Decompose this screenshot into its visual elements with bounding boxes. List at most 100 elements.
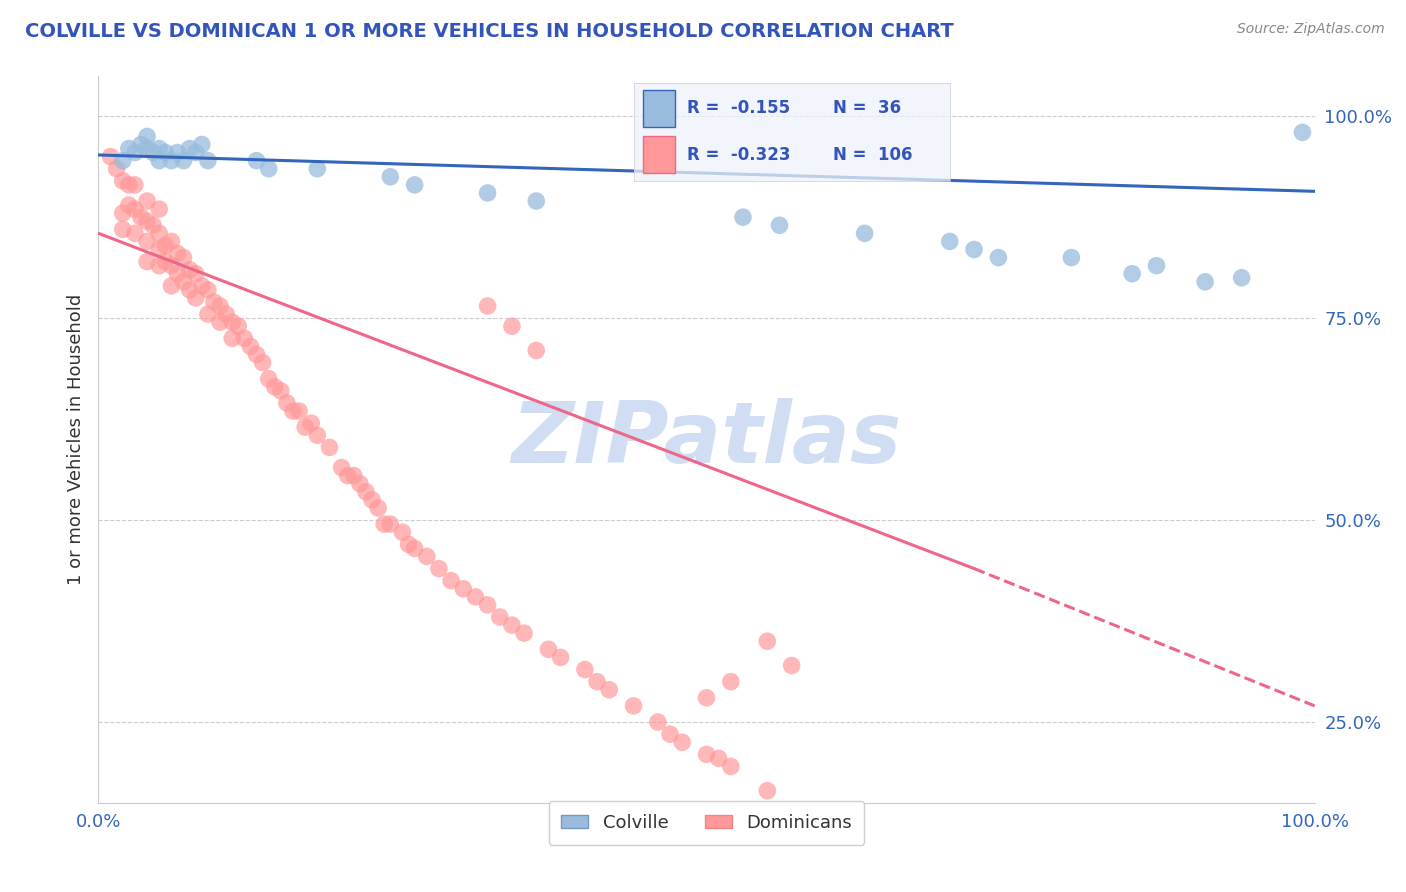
- Point: [349, 476, 371, 491]
- Point: [148, 259, 170, 273]
- Point: [136, 235, 159, 249]
- Point: [659, 727, 682, 741]
- Point: [136, 141, 159, 155]
- Point: [696, 747, 718, 762]
- Point: [160, 235, 183, 249]
- Point: [288, 404, 311, 418]
- Point: [817, 832, 839, 847]
- Point: [239, 339, 262, 353]
- Point: [1291, 125, 1313, 139]
- Point: [404, 541, 426, 556]
- Point: [696, 690, 718, 705]
- Point: [380, 169, 402, 184]
- Point: [537, 642, 560, 657]
- Point: [404, 178, 426, 192]
- Point: [245, 153, 267, 168]
- Point: [574, 663, 596, 677]
- Point: [330, 460, 353, 475]
- Point: [963, 888, 986, 892]
- Point: [1146, 259, 1168, 273]
- Point: [440, 574, 463, 588]
- Point: [1060, 251, 1083, 265]
- Point: [136, 214, 159, 228]
- Point: [513, 626, 536, 640]
- Point: [148, 202, 170, 216]
- Point: [398, 537, 420, 551]
- Point: [488, 610, 510, 624]
- Point: [373, 517, 395, 532]
- Point: [294, 420, 316, 434]
- Point: [209, 315, 232, 329]
- Point: [166, 246, 188, 260]
- Y-axis label: 1 or more Vehicles in Household: 1 or more Vehicles in Household: [66, 293, 84, 585]
- Point: [191, 137, 214, 152]
- Point: [780, 658, 803, 673]
- Point: [118, 178, 141, 192]
- Point: [155, 145, 177, 160]
- Point: [963, 243, 986, 257]
- Point: [197, 283, 219, 297]
- Point: [756, 634, 779, 648]
- Point: [166, 267, 188, 281]
- Point: [336, 468, 359, 483]
- Point: [853, 227, 876, 241]
- Point: [501, 618, 523, 632]
- Point: [202, 295, 225, 310]
- Point: [720, 674, 742, 689]
- Point: [221, 331, 243, 345]
- Point: [124, 202, 146, 216]
- Point: [226, 319, 249, 334]
- Point: [671, 735, 693, 749]
- Point: [720, 759, 742, 773]
- Legend: Colville, Dominicans: Colville, Dominicans: [548, 801, 865, 845]
- Point: [524, 194, 547, 208]
- Point: [1194, 275, 1216, 289]
- Text: Source: ZipAtlas.com: Source: ZipAtlas.com: [1237, 22, 1385, 37]
- Point: [367, 500, 389, 515]
- Point: [191, 278, 214, 293]
- Point: [914, 872, 936, 887]
- Point: [1121, 267, 1143, 281]
- Point: [318, 441, 340, 455]
- Point: [148, 227, 170, 241]
- Point: [124, 227, 146, 241]
- Point: [166, 145, 188, 160]
- Point: [155, 238, 177, 252]
- Point: [939, 880, 962, 892]
- Point: [184, 291, 207, 305]
- Point: [111, 153, 134, 168]
- Point: [142, 145, 165, 160]
- Point: [257, 161, 280, 176]
- Point: [380, 517, 402, 532]
- Point: [173, 153, 195, 168]
- Point: [136, 254, 159, 268]
- Point: [841, 836, 863, 850]
- Point: [215, 307, 238, 321]
- Point: [118, 198, 141, 212]
- Point: [257, 372, 280, 386]
- Point: [647, 714, 669, 729]
- Point: [707, 751, 730, 765]
- Point: [105, 161, 128, 176]
- Point: [160, 153, 183, 168]
- Point: [124, 178, 146, 192]
- Point: [477, 186, 499, 200]
- Point: [148, 153, 170, 168]
- Point: [160, 278, 183, 293]
- Point: [427, 561, 450, 575]
- Point: [155, 254, 177, 268]
- Point: [361, 492, 384, 507]
- Point: [179, 283, 201, 297]
- Point: [586, 674, 609, 689]
- Point: [111, 174, 134, 188]
- Point: [148, 141, 170, 155]
- Point: [343, 468, 366, 483]
- Point: [111, 206, 134, 220]
- Point: [1230, 270, 1253, 285]
- Point: [197, 307, 219, 321]
- Point: [307, 428, 329, 442]
- Point: [299, 416, 322, 430]
- Point: [501, 319, 523, 334]
- Point: [354, 484, 377, 499]
- Point: [550, 650, 572, 665]
